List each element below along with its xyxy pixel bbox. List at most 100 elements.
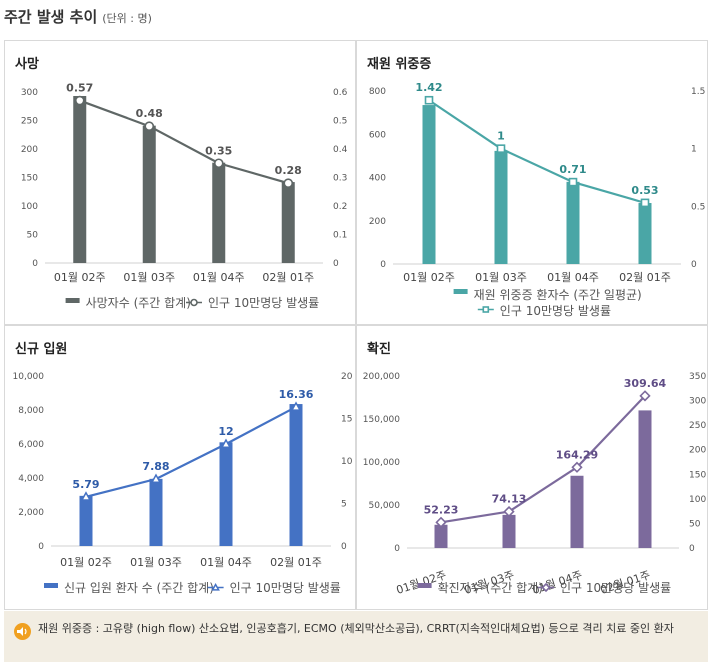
category-label: 01월 02주 [60,556,112,569]
legend-entry: 인구 10만명당 발생률 [208,296,319,310]
chart-title: 신규 입원 [15,342,68,357]
bar [502,514,516,548]
critical-chart: 0 200 400 600 800 0 0.5 1 1.5 01월 02주 01월 03주 01월 0… [369,81,706,318]
line-point [496,144,506,153]
line-point [290,401,302,411]
left-axis-tick-label: 50,000 [369,501,401,511]
line-point [482,306,490,313]
right-axis-tick-label: 250 [689,421,706,431]
bar [281,182,295,263]
right-axis-tick-label: 1 [691,145,697,155]
category-label: 02월 01주 [270,556,322,569]
legend-entry: 재원 위중증 환자수 (주간 일평균) [474,288,642,302]
left-axis-tick-label: 2,000 [18,508,44,518]
bar [289,404,303,546]
line-point [283,178,294,188]
line-point [144,121,155,131]
category-label: 01월 03주 [475,271,527,284]
deaths-chart: 0 50 100 150 200 250 300 0 0.1 0.2 0.3 0.4 0.5 0.6 01월… [21,82,348,310]
left-axis-tick-label: 150 [21,174,38,184]
data-label: 16.36 [279,388,314,401]
bar [570,475,584,548]
chart-title: 확진 [367,342,391,357]
right-axis-tick-label: 1.5 [691,87,705,97]
left-axis-tick-label: 50 [27,231,39,241]
line-point [503,505,515,518]
chart-grid: 사망 0 50 100 150 200 250 300 0 0.1 0.2 0.3 0.4 0.5 0.6… [4,40,708,610]
chart-title: 사망 [15,57,39,72]
line-point [74,95,85,106]
line-point [640,198,650,208]
legend-bar-swatch [417,583,432,588]
right-axis-tick-label: 0.3 [333,174,347,184]
right-axis-tick-label: 300 [689,397,706,407]
data-label: 0.71 [559,163,586,176]
confirmed-chart: 0 50,000 100,000 150,000 200,000 0 50 100 150 200… [363,372,707,597]
legend-entry: 인구 10만명당 발생률 [230,581,341,595]
legend: 재원 위중증 환자수 (주간 일평균) 인구 10만명당 발생률 [453,288,642,318]
data-label: 7.88 [142,460,169,473]
category-label: 01월 04주 [193,271,245,284]
bar [149,478,163,546]
left-axis-tick-label: 0 [38,542,44,552]
data-label: 12 [218,425,233,438]
page-unit: (단위 : 명) [102,12,152,25]
legend-entry: 신규 입원 환자 수 (주간 합계) [64,581,214,595]
category-label: 01월 04주 [200,556,252,569]
right-axis-tick-label: 150 [689,470,706,480]
bar [494,150,508,264]
chart-title: 재원 위중증 [367,57,432,72]
left-axis-tick-label: 200 [21,145,38,155]
right-axis-tick-label: 0.2 [333,202,347,212]
left-axis-tick-label: 4,000 [18,474,44,484]
footnote-text: 재원 위중증 : 고유량 (high flow) 산소요법, 인공호흡기, EC… [38,622,674,635]
legend-entry: 사망자수 (주간 합계) [86,296,191,310]
right-axis-tick-label: 10 [341,457,353,467]
deaths-chart-panel: 사망 0 50 100 150 200 250 300 0 0.1 0.2 0.3 0.4 0.5 0.6… [5,41,355,324]
line-point [211,582,220,591]
left-axis-tick-label: 600 [369,130,386,140]
footnote-bar: 재원 위중증 : 고유량 (high flow) 산소요법, 인공호흡기, EC… [4,611,708,662]
left-axis-tick-label: 0 [394,544,400,554]
category-label: 01월 02주 [54,271,106,284]
data-label: 0.57 [66,82,93,95]
data-label: 1 [497,130,505,143]
rate-line [428,99,646,204]
left-axis-tick-label: 6,000 [18,440,44,450]
legend: 신규 입원 환자 수 (주간 합계) 인구 10만명당 발생률 [44,581,341,595]
critical-chart-panel: 재원 위중증 0 200 400 600 800 0 0.5 1 1.5 01월 02주 01월 0… [357,41,707,324]
confirmed-chart-panel: 확진 0 50,000 100,000 150,000 200,000 0 50 100 150… [357,326,707,609]
right-axis-tick-label: 100 [689,495,706,505]
right-axis-tick-label: 0 [689,544,695,554]
left-axis-tick-label: 300 [21,88,38,98]
bar [434,524,448,548]
page-title: 주간 발생 추이 [4,8,98,26]
left-axis-tick-label: 400 [369,174,386,184]
rate-line [440,395,646,524]
data-label: 1.42 [415,81,442,94]
left-axis-tick-label: 0 [380,260,386,270]
category-label: 01월 02주 [403,271,455,284]
category-label: 02월 01주 [619,271,671,284]
right-axis-tick-label: 200 [689,446,706,456]
bar [73,95,87,263]
bar [638,410,652,548]
legend-entry: 인구 10만명당 발생률 [560,581,671,595]
right-axis-tick-label: 0 [691,260,697,270]
left-axis-tick-label: 8,000 [18,406,44,416]
line-point [424,95,434,105]
line-point [220,438,232,448]
bar [219,442,233,546]
data-label: 0.48 [136,107,163,120]
left-axis-tick-label: 800 [369,87,386,97]
right-axis-tick-label: 50 [689,519,701,529]
right-axis-tick-label: 15 [341,415,352,425]
legend-entry: 확진자수 (주간 합계) [438,581,543,595]
admissions-chart: 0 2,000 4,000 6,000 8,000 10,000 0 5 10 15 20 01월 0… [13,372,353,595]
line-point [571,461,583,473]
right-axis-tick-label: 0.5 [691,202,705,212]
left-axis-tick-label: 100,000 [363,458,400,468]
data-label: 0.28 [275,164,302,177]
data-label: 0.35 [205,144,232,157]
right-axis-tick-label: 0.5 [333,117,347,127]
